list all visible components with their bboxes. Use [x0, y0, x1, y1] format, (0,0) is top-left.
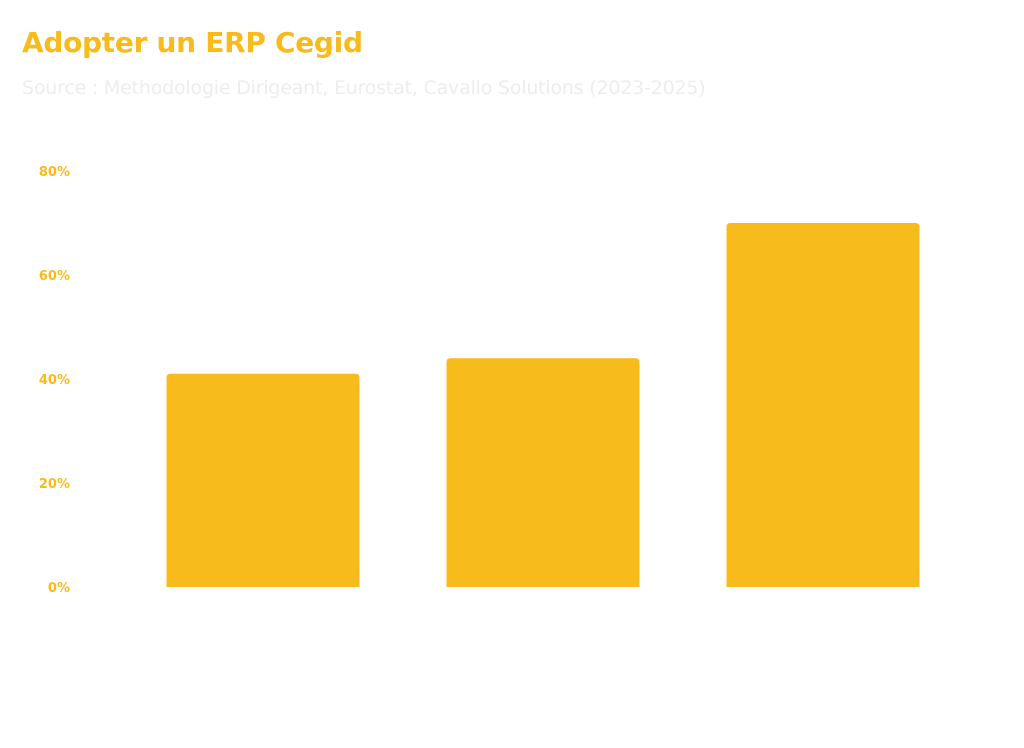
- y-tick-label: 40%: [39, 373, 70, 388]
- bar-2[interactable]: [446, 358, 640, 587]
- y-tick-label: 20%: [39, 477, 70, 492]
- chart-title: Adopter un ERP Cegid: [22, 26, 363, 59]
- bar-1[interactable]: [166, 373, 360, 587]
- bar-3[interactable]: [726, 223, 920, 587]
- y-tick-label: 60%: [39, 269, 70, 284]
- bars: [166, 223, 920, 587]
- y-tick-label: 0%: [48, 581, 70, 596]
- y-tick-label: 80%: [39, 165, 70, 180]
- y-axis: 0% 20% 40% 60% 80%: [39, 165, 70, 596]
- chart-subtitle: Source : Methodologie Dirigeant, Eurosta…: [22, 77, 706, 99]
